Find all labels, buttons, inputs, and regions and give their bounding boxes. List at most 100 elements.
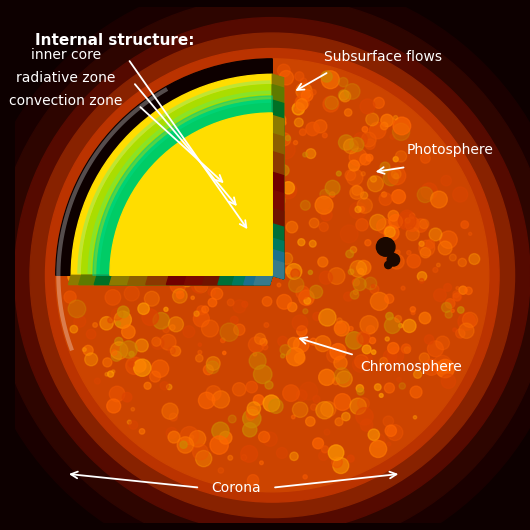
Circle shape <box>56 59 489 492</box>
Circle shape <box>111 350 117 355</box>
Circle shape <box>429 228 442 241</box>
Wedge shape <box>130 134 272 275</box>
Circle shape <box>212 391 229 408</box>
Circle shape <box>313 395 320 403</box>
Circle shape <box>194 311 199 316</box>
Circle shape <box>384 317 401 333</box>
Circle shape <box>265 381 273 389</box>
Circle shape <box>369 440 387 457</box>
Circle shape <box>324 429 330 435</box>
Circle shape <box>370 285 379 294</box>
Circle shape <box>297 326 307 336</box>
Circle shape <box>193 311 209 327</box>
Circle shape <box>465 287 472 295</box>
Circle shape <box>202 306 209 313</box>
Circle shape <box>282 385 299 401</box>
Circle shape <box>299 290 314 305</box>
Circle shape <box>201 320 218 337</box>
Circle shape <box>189 276 197 284</box>
Circle shape <box>388 167 406 185</box>
Circle shape <box>197 306 206 315</box>
Circle shape <box>379 357 387 366</box>
Circle shape <box>372 285 375 288</box>
Circle shape <box>381 114 393 127</box>
Circle shape <box>112 370 115 373</box>
Circle shape <box>260 339 267 346</box>
Circle shape <box>295 118 303 127</box>
Circle shape <box>210 436 228 454</box>
Circle shape <box>443 362 451 370</box>
Circle shape <box>344 109 352 116</box>
Circle shape <box>441 303 452 313</box>
Circle shape <box>371 434 385 447</box>
Circle shape <box>459 323 474 339</box>
Circle shape <box>68 272 78 282</box>
Circle shape <box>299 382 317 400</box>
Circle shape <box>121 325 135 339</box>
Circle shape <box>365 139 375 149</box>
Circle shape <box>315 335 331 352</box>
Circle shape <box>241 455 247 461</box>
Circle shape <box>407 251 411 255</box>
Circle shape <box>359 207 365 212</box>
Circle shape <box>191 296 195 299</box>
Circle shape <box>413 416 417 419</box>
Circle shape <box>323 96 339 112</box>
Circle shape <box>339 77 348 87</box>
Circle shape <box>441 374 456 388</box>
Polygon shape <box>68 275 272 285</box>
Circle shape <box>303 81 308 85</box>
Circle shape <box>218 467 224 473</box>
Circle shape <box>160 334 176 350</box>
Circle shape <box>440 231 457 249</box>
Circle shape <box>368 429 379 440</box>
Circle shape <box>110 342 128 359</box>
Text: radiative zone: radiative zone <box>16 71 116 85</box>
Circle shape <box>310 338 316 345</box>
Circle shape <box>275 234 278 238</box>
Circle shape <box>294 106 301 113</box>
Circle shape <box>453 293 461 301</box>
Circle shape <box>438 241 452 255</box>
Circle shape <box>249 352 266 369</box>
Circle shape <box>360 154 371 165</box>
Circle shape <box>360 419 373 431</box>
Circle shape <box>369 214 386 231</box>
Circle shape <box>282 182 295 194</box>
Circle shape <box>370 176 376 182</box>
Text: Subsurface flows: Subsurface flows <box>324 50 442 65</box>
Text: inner core: inner core <box>31 48 101 62</box>
Circle shape <box>152 337 161 346</box>
Circle shape <box>362 345 371 354</box>
Circle shape <box>410 307 416 312</box>
Circle shape <box>262 344 268 350</box>
Circle shape <box>385 425 396 436</box>
Circle shape <box>320 189 330 199</box>
Circle shape <box>386 312 393 320</box>
Circle shape <box>300 78 307 85</box>
Circle shape <box>276 156 283 164</box>
Text: convection zone: convection zone <box>10 94 123 108</box>
Circle shape <box>351 261 357 267</box>
Circle shape <box>308 270 313 275</box>
Circle shape <box>303 152 307 157</box>
Circle shape <box>407 254 421 268</box>
Circle shape <box>366 113 378 126</box>
Circle shape <box>419 312 431 324</box>
Circle shape <box>428 341 444 357</box>
Polygon shape <box>272 250 284 279</box>
Circle shape <box>234 324 245 335</box>
Circle shape <box>105 373 109 376</box>
Circle shape <box>164 307 168 312</box>
Circle shape <box>459 286 467 294</box>
Circle shape <box>332 377 340 385</box>
Polygon shape <box>272 208 284 279</box>
Circle shape <box>168 431 180 443</box>
Circle shape <box>233 300 246 313</box>
Circle shape <box>116 321 120 326</box>
Circle shape <box>293 402 308 418</box>
Circle shape <box>136 275 148 286</box>
Circle shape <box>105 289 121 305</box>
Circle shape <box>183 326 195 338</box>
Circle shape <box>370 293 388 311</box>
